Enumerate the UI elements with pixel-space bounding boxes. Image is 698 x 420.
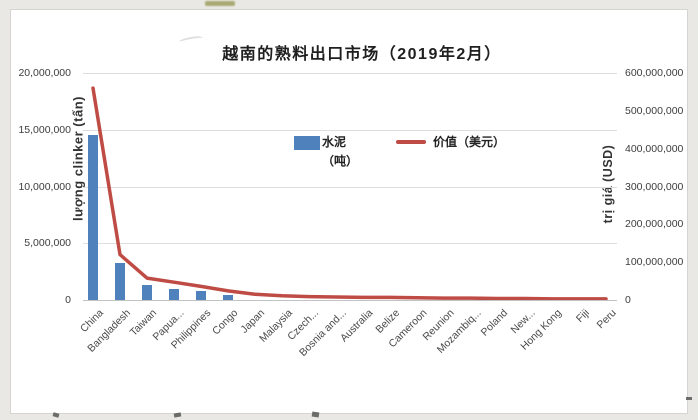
legend-bar-label-line1: 水泥 [322, 135, 347, 149]
legend-bar-label: 水泥 （吨） [322, 133, 358, 171]
right-axis-tick-label: 100,000,000 [625, 256, 684, 269]
artifact-bottom-mark [173, 412, 182, 418]
x-axis-label-Poland: Poland [478, 307, 511, 339]
artifact-yellow-smudge [205, 1, 235, 6]
chart-panel: 越南的熟料出口市场（2019年2月） lượng clinker (tấn) t… [10, 9, 688, 414]
legend-bar-swatch [294, 136, 320, 150]
artifact-bottom-mark [311, 411, 320, 418]
right-axis-tick-label: 600,000,000 [625, 67, 684, 79]
value-line-layer [91, 86, 608, 301]
gridline [83, 73, 617, 74]
left-axis-tick-label: 5,000,000 [24, 237, 71, 250]
gridline [83, 129, 617, 131]
legend-line-swatch [396, 140, 426, 144]
bar-China [88, 135, 98, 300]
right-axis-tick-label: 200,000,000 [625, 218, 684, 231]
bar-Philippines [196, 290, 206, 300]
chart-title: 越南的熟料出口市场（2019年2月） [222, 46, 502, 63]
right-axis-tick-label: 0 [625, 294, 631, 306]
left-axis-tick-label: 10,000,000 [18, 180, 71, 193]
left-axis-tick-label: 0 [65, 294, 71, 306]
right-axis-tick-label: 300,000,000 [625, 180, 684, 193]
left-axis-tick-label: 20,000,000 [18, 67, 71, 79]
x-axis-label-Peru: Peru [594, 307, 619, 332]
bar-Bangladesh [115, 262, 125, 300]
bar-Taiwan [142, 284, 152, 300]
artifact-bottom-mark [686, 397, 692, 400]
bar-Papua... [169, 288, 179, 300]
right-axis-title: trị giá (USD) [601, 144, 615, 224]
right-axis-tick-label: 400,000,000 [625, 142, 684, 155]
left-axis-tick-label: 15,000,000 [18, 123, 71, 136]
x-axis-line [83, 300, 617, 301]
artifact-bottom-mark [52, 412, 60, 418]
value-line [91, 86, 608, 301]
x-axis-label-Fiji: Fiji [573, 307, 592, 325]
left-axis-title: lượng clinker (tấn) [70, 96, 86, 221]
right-axis-tick-label: 500,000,000 [625, 104, 684, 117]
x-axis-label-Congo: Congo [210, 307, 241, 338]
gridline [83, 243, 617, 245]
legend-line-label: 价值（美元） [433, 135, 506, 149]
legend-bar-label-line2: （吨） [322, 154, 359, 169]
gridline [83, 186, 617, 188]
